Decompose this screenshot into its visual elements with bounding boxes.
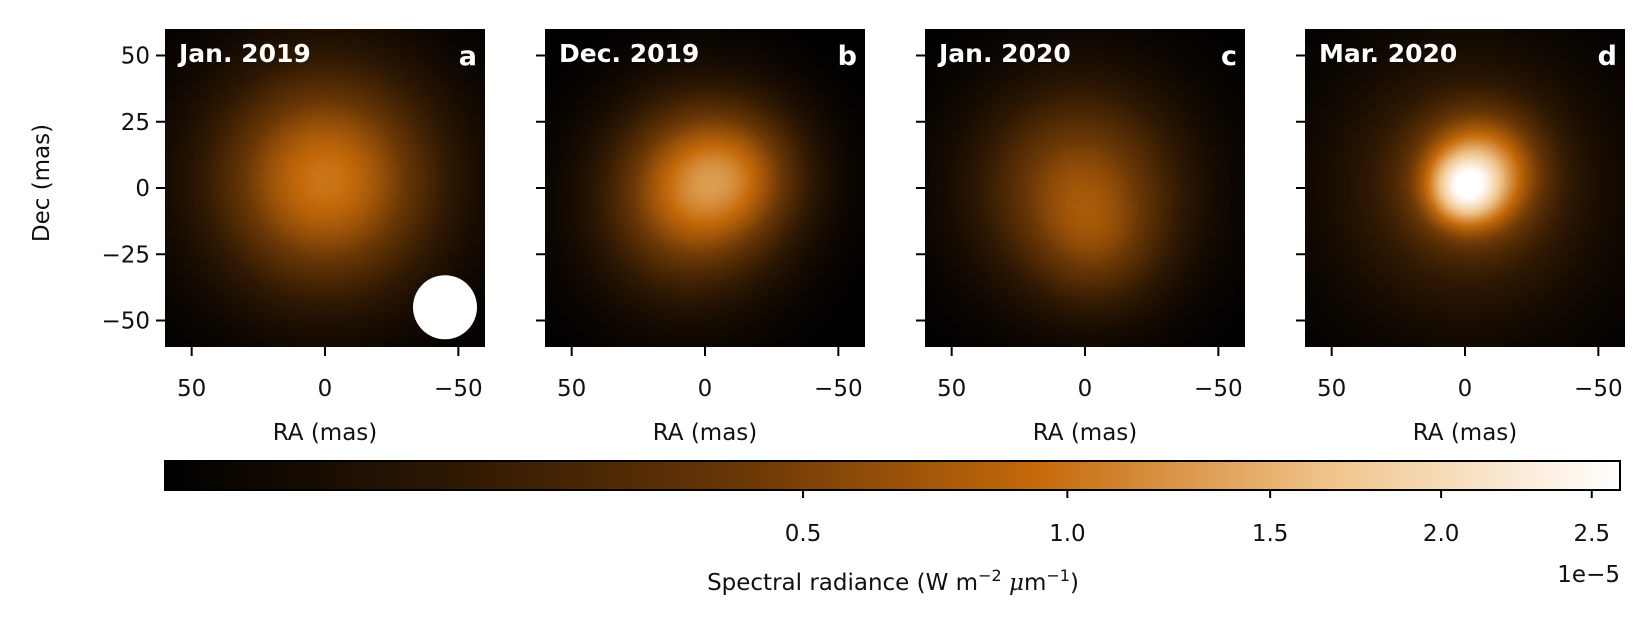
x-tick-label: −50	[434, 376, 483, 402]
y-tick-label: −25	[101, 242, 150, 268]
beam-marker	[413, 275, 477, 340]
y-axis-label: Dec (mas)	[29, 124, 55, 242]
x-tick-label: 50	[937, 376, 966, 402]
colorbar-tick-label: 1.5	[1252, 521, 1289, 547]
y-tick-label: 25	[121, 110, 150, 136]
x-tick-label: 50	[557, 376, 586, 402]
x-axis-label: RA (mas)	[1033, 420, 1138, 446]
x-tick-label: 0	[318, 376, 333, 402]
intensity-map	[1305, 29, 1625, 347]
y-tick-label: 50	[121, 44, 150, 70]
colorbar-offset-text: 1e−5	[1557, 562, 1620, 588]
panel-letter: a	[459, 41, 477, 72]
colorbar-tick-label: 0.5	[785, 521, 822, 547]
epoch-label: Jan. 2019	[177, 39, 311, 68]
colorbar-label: Spectral radiance (W m−2 μm−1)	[707, 566, 1079, 596]
x-tick-label: 0	[698, 376, 713, 402]
colorbar-gradient	[165, 461, 1620, 490]
intensity-map	[925, 29, 1245, 347]
y-tick-label: −50	[101, 309, 150, 335]
panel-letter: b	[838, 41, 857, 72]
epoch-label: Dec. 2019	[559, 39, 699, 68]
x-tick-label: −50	[814, 376, 863, 402]
x-tick-label: 50	[1317, 376, 1346, 402]
x-tick-label: −50	[1574, 376, 1623, 402]
x-axis-label: RA (mas)	[1413, 420, 1518, 446]
x-axis-label: RA (mas)	[653, 420, 758, 446]
panel-letter: c	[1221, 41, 1237, 72]
epoch-label: Jan. 2020	[937, 39, 1071, 68]
panel-b: Dec. 2019 b 50 0 −50 RA (mas)	[536, 29, 865, 446]
y-tick-label: 0	[135, 176, 150, 202]
y-axis: Dec (mas)	[29, 124, 55, 242]
panel-c: Jan. 2020 c 50 0 −50 RA (mas)	[916, 29, 1245, 446]
x-tick-label: −50	[1194, 376, 1243, 402]
epoch-label: Mar. 2020	[1319, 39, 1457, 68]
colorbar-ticks: 0.5 1.0 1.5 2.0 2.5	[785, 490, 1610, 547]
intensity-map	[545, 29, 865, 347]
panel-a: Jan. 2019 a 50 0 −50 RA (mas) 50 25 0 −25 −50	[101, 29, 485, 446]
x-tick-label: 50	[177, 376, 206, 402]
colorbar: 0.5 1.0 1.5 2.0 2.5 Spectral radiance (W m−2…	[164, 460, 1621, 596]
panel-letter: d	[1598, 41, 1617, 72]
colorbar-tick-label: 1.0	[1049, 521, 1086, 547]
colorbar-tick-label: 2.5	[1573, 521, 1610, 547]
colorbar-tick-label: 2.0	[1423, 521, 1460, 547]
x-tick-label: 0	[1078, 376, 1093, 402]
x-tick-label: 0	[1458, 376, 1473, 402]
x-axis-label: RA (mas)	[273, 420, 378, 446]
colorbar-frame	[164, 460, 1621, 491]
panel-d: Mar. 2020 d 50 0 −50 RA (mas)	[1296, 29, 1625, 446]
